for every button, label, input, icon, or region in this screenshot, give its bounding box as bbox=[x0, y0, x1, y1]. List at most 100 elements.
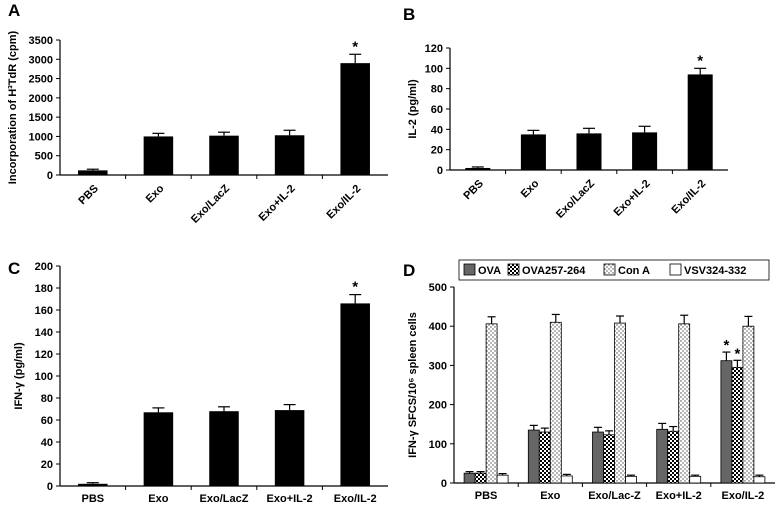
panel-d-legend-swatch bbox=[463, 263, 476, 276]
panel-a-y-axis-label: Incorporation of H³TdR (cpm) bbox=[7, 30, 19, 184]
panel-d-bar-3 bbox=[753, 476, 766, 484]
panel-b-bar bbox=[465, 167, 491, 170]
panel-c-category-label: Exo/IL-2 bbox=[334, 493, 377, 505]
panel-b-category-label: PBS bbox=[461, 178, 485, 202]
panel-d-bar-2 bbox=[678, 323, 691, 484]
panel-c-bar bbox=[274, 410, 305, 486]
panel-d-chart: D 0 100 200 300 400 500 IFN-γ SFCS/10⁶ spleen c… bbox=[403, 259, 775, 502]
panel-c-category-label: Exo bbox=[148, 493, 168, 505]
panel-c-category-label: Exo+IL-2 bbox=[267, 493, 313, 505]
panel-b-significance-marker: * bbox=[697, 52, 703, 69]
panel-d-legend-label: OVA257-264 bbox=[522, 265, 586, 277]
panel-c-y-axis-label: IFN-γ (pg/ml) bbox=[13, 342, 25, 410]
panel-c-ytick-label: 120 bbox=[35, 349, 53, 361]
panel-a-bar bbox=[209, 135, 239, 175]
panel-d-legend-swatch bbox=[603, 263, 616, 276]
panel-a-chart: A 0 500 1000 1500 2000 2500 3000 3500 Incorporati… bbox=[7, 1, 388, 226]
panel-a-bar bbox=[78, 170, 108, 175]
panel-a-bar bbox=[274, 135, 305, 175]
panel-c-bar bbox=[209, 411, 239, 486]
panel-c-category-label: Exo/LacZ bbox=[200, 493, 249, 505]
panel-a-letter: A bbox=[8, 1, 20, 20]
panel-b-bar bbox=[520, 134, 546, 170]
panel-d-category-label: PBS bbox=[475, 490, 498, 502]
panel-a-category-label: Exo/IL-2 bbox=[325, 183, 364, 222]
panel-b-bar bbox=[687, 74, 713, 170]
panel-a-category-label: Exo+IL-2 bbox=[257, 183, 298, 224]
panel-a-bar bbox=[340, 63, 370, 176]
panel-d-bar-2 bbox=[614, 322, 626, 484]
panel-d-bar-0 bbox=[656, 428, 669, 484]
panel-c-ytick-label: 140 bbox=[35, 327, 53, 339]
panel-d-letter: D bbox=[403, 261, 415, 280]
panel-d-legend-label: Con A bbox=[618, 265, 650, 277]
panel-d-bar-1 bbox=[667, 430, 680, 484]
panel-b-category-label: Exo+IL-2 bbox=[612, 178, 653, 219]
panel-b-ytick-label: 40 bbox=[431, 124, 443, 136]
panel-b-y-axis-label: IL-2 (pg/ml) bbox=[407, 79, 419, 139]
panel-a-category-label: Exo bbox=[144, 182, 167, 205]
panel-a-ytick-label: 3000 bbox=[29, 54, 53, 66]
panel-d-legend: OVA OVA257-264 Con A VSV324-332 bbox=[458, 259, 770, 281]
panel-c-ytick-label: 40 bbox=[41, 437, 53, 449]
panel-c-chart: C 0 20 40 60 80 100 120 140 160 180 200 IFN-γ (pg/ml… bbox=[8, 259, 388, 505]
panel-d-bar-0 bbox=[592, 431, 604, 484]
panel-d-legend-label: VSV324-332 bbox=[684, 265, 746, 277]
panel-b-ytick-label: 100 bbox=[425, 63, 443, 75]
panel-b-category-label: Exo bbox=[519, 177, 542, 200]
panel-b-category-label: Exo/IL-2 bbox=[670, 178, 709, 217]
panel-d-bar-3 bbox=[689, 475, 702, 484]
panel-c-ytick-label: 60 bbox=[41, 415, 53, 427]
panel-b-category-label: Exo/LacZ bbox=[554, 177, 597, 220]
panel-a-ytick-label: 1000 bbox=[29, 131, 53, 143]
panel-d-ytick-label: 100 bbox=[429, 439, 447, 451]
panel-b-ytick-label: 0 bbox=[437, 165, 443, 177]
panel-c-ytick-label: 160 bbox=[35, 305, 53, 317]
panel-a-ytick-label: 500 bbox=[35, 151, 53, 163]
panel-d-bar-1 bbox=[538, 431, 551, 484]
panel-a-significance-marker: * bbox=[352, 38, 358, 55]
panel-b-ytick-label: 20 bbox=[431, 145, 443, 157]
panel-d-ytick-label: 500 bbox=[429, 282, 447, 294]
panel-b-ytick-label: 60 bbox=[431, 104, 443, 116]
panel-d-ytick-label: 400 bbox=[429, 321, 447, 333]
panel-d-bar-1 bbox=[603, 434, 615, 484]
panel-c-ytick-label: 180 bbox=[35, 283, 53, 295]
panel-c-bar bbox=[143, 412, 174, 486]
panel-b-bar bbox=[632, 132, 658, 170]
panel-d-significance-marker: * bbox=[723, 337, 729, 354]
panel-a-ytick-label: 3500 bbox=[29, 35, 53, 47]
panel-b-chart: B 0 20 40 60 80 100 120 IL-2 (pg/ml) PBS Exo Exo/La… bbox=[403, 5, 728, 221]
panel-c-ytick-label: 80 bbox=[41, 393, 53, 405]
panel-d-category-label: Exo+IL-2 bbox=[656, 490, 702, 502]
panel-c-category-label: PBS bbox=[81, 493, 104, 505]
panel-d-category-label: Exo/Lac-Z bbox=[588, 490, 641, 502]
panel-d-significance-marker: * bbox=[734, 345, 740, 362]
panel-d-ytick-label: 200 bbox=[429, 400, 447, 412]
panel-a-category-label: Exo/LacZ bbox=[189, 182, 232, 225]
panel-d-bar-3 bbox=[496, 474, 509, 484]
panel-d-bar-1 bbox=[474, 472, 487, 484]
panel-d-y-axis-label: IFN-γ SFCS/10⁶ spleen cells bbox=[407, 312, 419, 458]
panel-d-bar-3 bbox=[560, 475, 573, 484]
panel-d-legend-swatch bbox=[669, 263, 682, 276]
panel-a-ytick-label: 1500 bbox=[29, 112, 53, 124]
panel-c-ytick-label: 100 bbox=[35, 371, 53, 383]
panel-c-ytick-label: 20 bbox=[41, 459, 53, 471]
panel-a-ytick-label: 0 bbox=[47, 170, 53, 182]
panel-c-bar bbox=[78, 483, 108, 486]
panel-d-category-label: Exo/IL-2 bbox=[722, 490, 765, 502]
panel-d-bar-2 bbox=[485, 323, 498, 484]
panel-b-ytick-label: 120 bbox=[425, 43, 443, 55]
panel-c-ytick-label: 200 bbox=[35, 261, 53, 273]
panel-d-bar-0 bbox=[720, 360, 733, 484]
panel-d-bar-2 bbox=[742, 325, 755, 484]
panel-c-ytick-label: 0 bbox=[47, 481, 53, 493]
panel-d-bar-0 bbox=[527, 429, 540, 484]
panel-c-letter: C bbox=[8, 259, 20, 278]
panel-c-significance-marker: * bbox=[352, 279, 358, 296]
panel-b-bar bbox=[576, 133, 602, 170]
panel-d-ytick-label: 0 bbox=[441, 478, 447, 490]
panel-d-category-label: Exo bbox=[540, 490, 560, 502]
